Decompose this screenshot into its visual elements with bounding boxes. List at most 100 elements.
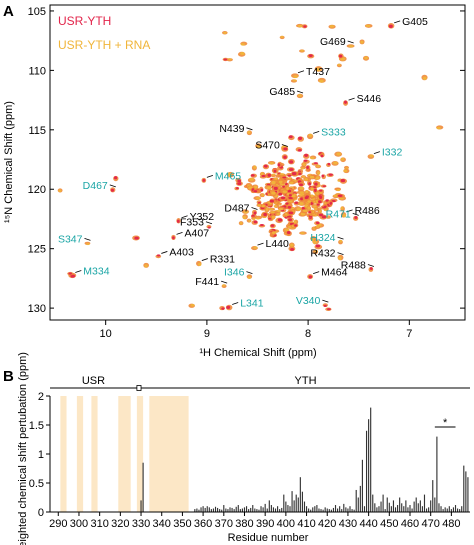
bar: [454, 505, 457, 512]
bar: [322, 509, 324, 512]
bar: [214, 506, 217, 512]
bar: [200, 507, 202, 512]
peak-core: [288, 194, 292, 197]
shift-arrow: [346, 209, 353, 213]
peak-core: [308, 54, 313, 57]
peak-core: [287, 174, 292, 177]
residue-label: R488: [341, 260, 366, 272]
shaded-region: [60, 396, 67, 512]
peak-core: [288, 211, 294, 215]
peak-core: [296, 207, 301, 211]
peak-core: [283, 155, 287, 159]
x-tick-label: 360: [194, 518, 212, 530]
peak-core: [308, 133, 313, 138]
bar: [444, 507, 446, 512]
bar: [204, 507, 206, 512]
peak-core: [282, 176, 287, 179]
bar: [432, 480, 434, 512]
peak-core: [293, 220, 297, 224]
peak-core: [253, 165, 257, 169]
peak-core: [255, 196, 261, 200]
peak-core: [304, 178, 309, 181]
peak-core: [302, 209, 308, 212]
x-tick-label: 460: [401, 518, 419, 530]
peak-core: [314, 207, 318, 211]
residue-label: D487: [224, 202, 249, 214]
shaded-region: [91, 396, 98, 512]
peak-core: [240, 43, 245, 46]
peak-core: [277, 163, 281, 167]
bar: [347, 508, 349, 512]
bar: [372, 494, 374, 512]
peak-core: [292, 79, 297, 82]
shift-arrow: [337, 236, 344, 240]
peak-core: [340, 157, 345, 161]
peak-core: [316, 192, 319, 195]
y-tick-label: 0.5: [29, 478, 44, 490]
bar: [245, 506, 248, 512]
peak-core: [318, 200, 322, 204]
bar: [291, 491, 293, 512]
bar: [310, 509, 312, 512]
shift-arrow: [322, 299, 329, 303]
residue-label: V340: [296, 295, 321, 307]
shift-arrow: [205, 221, 213, 225]
bar: [312, 507, 314, 512]
peak-core: [260, 188, 264, 192]
peak-core: [247, 276, 252, 279]
peak-core: [322, 185, 327, 188]
bar: [407, 507, 409, 512]
peak-core: [316, 165, 320, 168]
peak-core: [304, 196, 309, 200]
residue-label: S347: [58, 233, 83, 245]
bar: [343, 503, 345, 512]
peak-core: [237, 182, 242, 186]
peak-core: [272, 173, 276, 176]
peak-core: [340, 178, 346, 183]
panel-b-x-ticks: 290 300 310 320 330 340 350 360 370 380 390 400 410 4…: [49, 512, 461, 530]
peak-core: [303, 159, 308, 162]
peak-core: [305, 190, 309, 194]
peak-core: [298, 183, 304, 187]
peak-core: [287, 215, 292, 218]
x-tick-label: 380: [235, 518, 253, 530]
peak-core: [320, 154, 324, 158]
peak-core: [302, 163, 306, 166]
shift-arrow: [232, 302, 239, 305]
peak-core: [328, 173, 333, 176]
shift-arrow: [297, 70, 305, 74]
peak-core: [227, 172, 232, 177]
bar: [341, 509, 343, 512]
y-tick-label: 1.5: [29, 420, 44, 432]
peak-core: [348, 45, 354, 48]
shift-arrow: [109, 184, 116, 188]
panel-a-x-axis-label: ¹H Chemical Shift (ppm): [199, 347, 316, 359]
x-tick-label: 420: [318, 518, 336, 530]
peak-core: [202, 178, 206, 182]
bar: [349, 506, 351, 512]
shift-arrow: [337, 252, 344, 256]
peak-core: [268, 208, 273, 211]
peak-core: [313, 188, 317, 192]
peak-core: [291, 171, 297, 176]
peak-core: [273, 169, 277, 173]
bar: [231, 507, 233, 512]
peak-core: [326, 308, 331, 311]
bar: [457, 508, 459, 512]
bar: [450, 509, 452, 512]
peak-core: [300, 212, 306, 216]
peak-core: [223, 31, 227, 34]
shift-arrow: [246, 127, 253, 131]
bar: [423, 494, 426, 512]
bar: [318, 508, 320, 512]
bar: [320, 509, 322, 512]
bar: [334, 505, 337, 512]
bar: [380, 501, 382, 512]
bar: [370, 407, 372, 512]
bar: [386, 497, 388, 512]
shift-arrows: [75, 20, 401, 305]
bar: [208, 507, 210, 512]
panel-a-y-axis-label: ¹⁵N Chemical Shift (ppm): [3, 101, 15, 223]
peak-core: [318, 210, 322, 213]
peak-core: [144, 264, 148, 268]
